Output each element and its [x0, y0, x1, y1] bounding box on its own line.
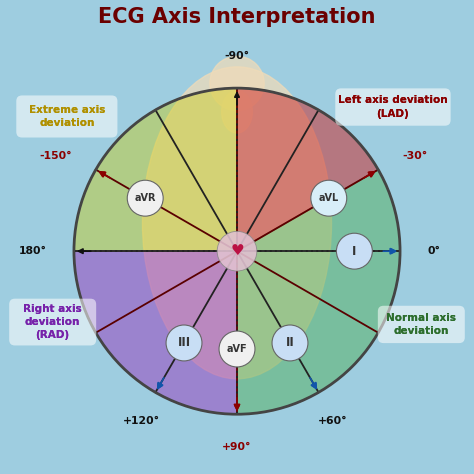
FancyBboxPatch shape — [16, 95, 118, 137]
Text: Right axis: Right axis — [23, 304, 82, 314]
Ellipse shape — [210, 56, 264, 110]
Text: Normal axis: Normal axis — [386, 313, 456, 323]
Circle shape — [127, 180, 163, 216]
Text: deviation: deviation — [393, 326, 449, 336]
Text: Normal axis: Normal axis — [386, 313, 456, 323]
Text: deviation: deviation — [25, 317, 81, 327]
Circle shape — [337, 233, 373, 269]
Text: aVL: aVL — [319, 193, 339, 203]
Text: -30°: -30° — [402, 151, 427, 161]
Text: III: III — [177, 337, 191, 349]
Text: (LAD): (LAD) — [376, 109, 410, 118]
FancyBboxPatch shape — [9, 299, 96, 346]
Text: Extreme axis: Extreme axis — [28, 105, 105, 115]
Ellipse shape — [222, 91, 252, 133]
Circle shape — [219, 331, 255, 367]
Text: II: II — [286, 337, 294, 349]
Wedge shape — [74, 251, 237, 414]
Text: deviation: deviation — [25, 317, 81, 327]
Circle shape — [166, 325, 202, 361]
Ellipse shape — [143, 67, 331, 379]
Text: Left axis deviation: Left axis deviation — [338, 95, 448, 105]
Text: -90°: -90° — [224, 51, 250, 61]
Text: 0°: 0° — [428, 246, 440, 256]
FancyBboxPatch shape — [378, 306, 465, 343]
Wedge shape — [237, 88, 378, 251]
Circle shape — [217, 231, 257, 271]
Text: (RAD): (RAD) — [36, 330, 70, 340]
Text: ♥: ♥ — [230, 243, 244, 258]
Circle shape — [311, 180, 347, 216]
Text: -150°: -150° — [39, 151, 72, 161]
FancyBboxPatch shape — [335, 88, 451, 126]
Text: +120°: +120° — [123, 416, 160, 426]
Text: aVR: aVR — [135, 193, 156, 203]
Text: ECG Axis Interpretation: ECG Axis Interpretation — [98, 7, 376, 27]
Text: deviation: deviation — [39, 118, 94, 128]
Text: I: I — [352, 245, 356, 258]
Text: (RAD): (RAD) — [36, 330, 70, 340]
Wedge shape — [74, 88, 237, 251]
Text: +90°: +90° — [222, 442, 252, 452]
Circle shape — [272, 325, 308, 361]
Text: (LAD): (LAD) — [376, 109, 410, 118]
Text: deviation: deviation — [39, 118, 94, 128]
Text: 180°: 180° — [18, 246, 46, 256]
Text: Left axis deviation: Left axis deviation — [338, 95, 448, 105]
Text: +60°: +60° — [318, 416, 347, 426]
Text: deviation: deviation — [393, 326, 449, 336]
Text: Right axis: Right axis — [23, 304, 82, 314]
Text: Extreme axis: Extreme axis — [28, 105, 105, 115]
Text: aVF: aVF — [227, 344, 247, 354]
Wedge shape — [237, 170, 400, 414]
